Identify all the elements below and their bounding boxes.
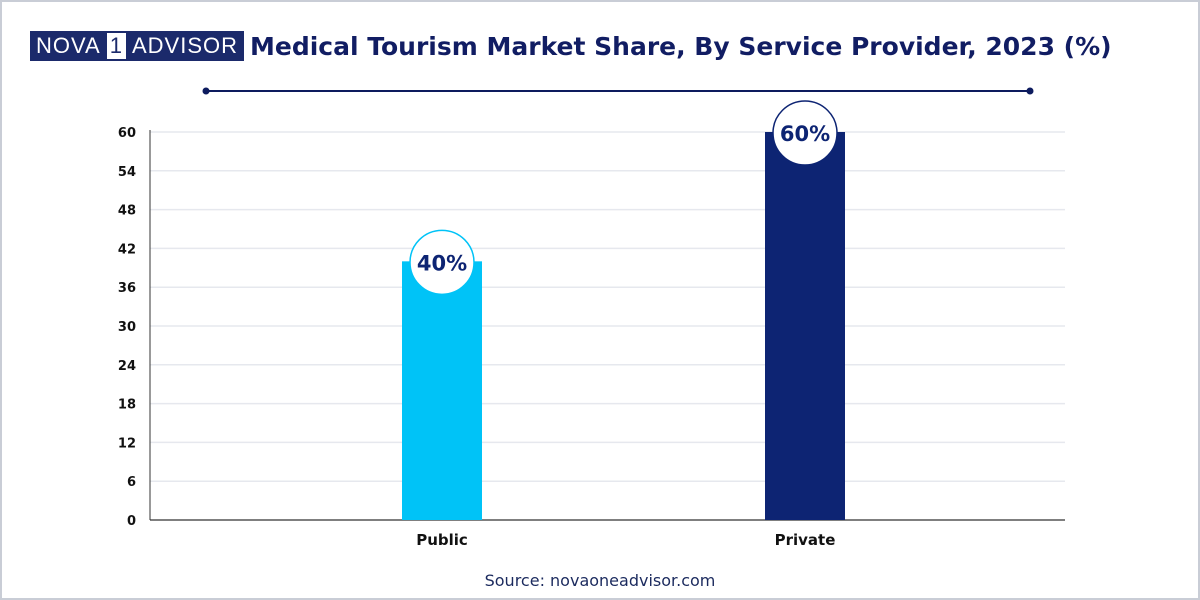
logo-text-left: NOVA [30,31,105,61]
data-label: 40% [417,251,467,275]
data-label-bubble [772,100,838,166]
y-tick-label: 12 [118,436,136,451]
y-tick-label: 60 [118,126,136,141]
data-label: 60% [780,122,830,146]
y-tick-label: 6 [127,475,136,490]
y-tick-label: 30 [118,320,136,335]
y-tick-label: 48 [118,204,136,219]
source-note: Source: novaoneadvisor.com [484,571,716,590]
data-label-bubble [409,229,475,296]
bars [402,132,845,520]
y-tick-label: 36 [118,281,136,296]
axes: 0 6 12 18 24 30 36 42 48 54 60 [118,126,1065,529]
gridlines [150,131,1065,482]
y-tick-label: 54 [118,165,136,180]
y-tick-label: 42 [118,242,136,257]
x-tick-label: Public [416,531,468,549]
logo-number: 1 [104,31,128,61]
x-tick-label: Private [775,531,836,549]
chart-title: Medical Tourism Market Share, By Service… [250,32,1112,61]
brand-logo: NOVA 1 ADVISOR [30,31,244,61]
logo-text-right: ADVISOR [127,31,244,61]
bar-public [402,261,482,520]
y-tick-label: 24 [118,359,136,374]
y-tick-label: 18 [118,398,136,413]
data-labels: Public 40% Private 60% [409,100,838,549]
title-underline [202,87,1034,95]
bar-private [765,132,845,520]
y-tick-label: 0 [127,514,136,529]
